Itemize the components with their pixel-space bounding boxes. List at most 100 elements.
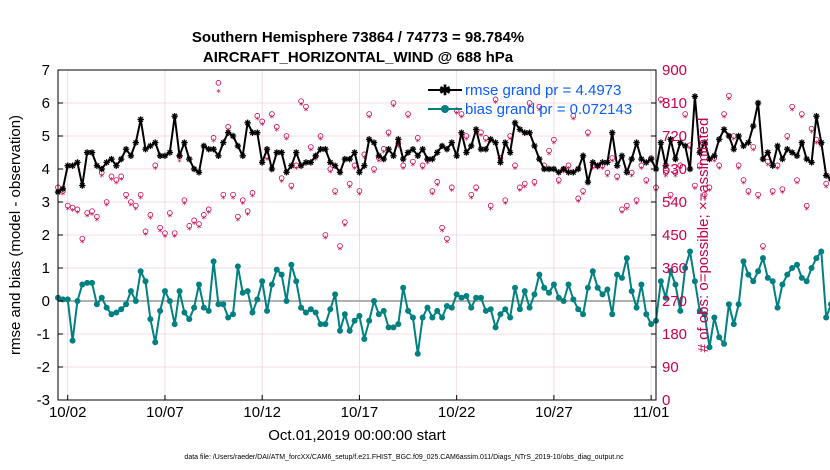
obs-possible-point bbox=[555, 177, 562, 183]
rmse-point bbox=[482, 146, 490, 153]
obs-possible-point bbox=[225, 124, 231, 130]
bias-point bbox=[657, 278, 664, 285]
obs-possible-point bbox=[565, 162, 572, 169]
obs-assimilated-point: * bbox=[469, 195, 474, 205]
obs-assimilated-point: * bbox=[537, 107, 542, 117]
obs-assimilated-point: * bbox=[221, 195, 226, 205]
obs-assimilated-point: * bbox=[591, 166, 596, 176]
left-tick-label-0: -3 bbox=[37, 392, 50, 409]
rmse-point bbox=[443, 146, 451, 153]
bias-point bbox=[336, 327, 343, 334]
rmse-point bbox=[604, 159, 611, 166]
bias-point bbox=[618, 274, 625, 281]
rmse-point bbox=[429, 155, 436, 163]
rmse-point bbox=[759, 155, 767, 163]
obs-possible-point bbox=[128, 199, 134, 205]
rmse-point bbox=[79, 182, 86, 189]
obs-assimilated-point: * bbox=[309, 147, 314, 157]
rmse-point bbox=[502, 139, 509, 146]
obs-possible-point bbox=[638, 162, 645, 169]
obs-possible-point bbox=[342, 219, 348, 225]
obs-possible-point bbox=[137, 191, 144, 198]
bias-point bbox=[682, 265, 689, 271]
obs-assimilated-point: * bbox=[90, 211, 95, 221]
obs-assimilated-point: * bbox=[411, 162, 416, 172]
obs-possible-point bbox=[74, 206, 81, 213]
bias-point bbox=[706, 344, 713, 351]
obs-possible-point bbox=[769, 188, 776, 194]
bias-point bbox=[166, 298, 173, 304]
obs-assimilated-point: * bbox=[698, 166, 703, 176]
obs-possible-point bbox=[609, 155, 616, 161]
rmse-point bbox=[784, 146, 791, 153]
rmse-point bbox=[754, 99, 762, 107]
bias-point bbox=[614, 271, 621, 278]
obs-assimilated-point: * bbox=[206, 210, 211, 220]
rmse-point bbox=[516, 126, 524, 133]
obs-possible-point bbox=[419, 162, 426, 169]
rmse-point bbox=[822, 172, 830, 179]
obs-possible-point bbox=[346, 180, 353, 187]
rmse-point bbox=[468, 142, 475, 150]
obs-assimilated-point: * bbox=[318, 136, 323, 146]
chart-title-line2: AIRCRAFT_HORIZONTAL_WIND @ 688 hPa bbox=[203, 49, 514, 66]
bias-point bbox=[745, 271, 752, 278]
obs-assimilated-point: * bbox=[80, 239, 85, 249]
rmse-point bbox=[750, 122, 757, 130]
x-tick-label-4: 10/22 bbox=[438, 404, 476, 421]
bias-point bbox=[132, 298, 139, 304]
obs-assimilated-point: * bbox=[571, 116, 576, 126]
obs-possible-point bbox=[118, 173, 125, 180]
rmse-point bbox=[404, 149, 412, 156]
obs-possible-point bbox=[298, 98, 304, 104]
obs-assimilated-point: * bbox=[809, 129, 814, 139]
rmse-point bbox=[132, 139, 139, 146]
bias-point bbox=[366, 317, 373, 324]
obs-assimilated-point: * bbox=[357, 191, 362, 201]
obs-assimilated-point: * bbox=[693, 186, 698, 196]
right-tick-label-10: 900 bbox=[662, 62, 687, 79]
obs-assimilated-point: * bbox=[615, 177, 620, 187]
bias-point bbox=[677, 307, 684, 314]
rmse-point bbox=[118, 155, 125, 163]
obs-assimilated-point: * bbox=[484, 138, 489, 148]
obs-assimilated-point: * bbox=[367, 114, 372, 124]
obs-assimilated-point: * bbox=[148, 215, 153, 225]
bias-point bbox=[589, 268, 596, 275]
rmse-point bbox=[93, 162, 101, 169]
obs-assimilated-point: * bbox=[299, 101, 304, 111]
obs-assimilated-point: * bbox=[182, 200, 187, 210]
rmse-point bbox=[375, 152, 383, 159]
bias-point bbox=[259, 278, 266, 285]
rmse-point bbox=[98, 165, 105, 173]
obs-possible-point bbox=[633, 197, 640, 203]
obs-possible-point bbox=[79, 235, 86, 242]
rmse-point bbox=[142, 146, 149, 153]
obs-possible-point bbox=[692, 182, 698, 189]
obs-assimilated-point: * bbox=[722, 114, 727, 124]
obs-possible-point bbox=[410, 158, 416, 165]
obs-possible-point bbox=[132, 202, 139, 209]
x-tick-label-1: 10/07 bbox=[146, 404, 184, 421]
bias-point bbox=[521, 288, 528, 295]
obs-possible-point bbox=[444, 235, 450, 242]
bias-point bbox=[643, 311, 650, 318]
obs-possible-point bbox=[740, 177, 747, 183]
rmse-point bbox=[584, 179, 592, 186]
obs-assimilated-point: * bbox=[328, 169, 333, 179]
obs-possible-point bbox=[390, 100, 397, 106]
obs-possible-point bbox=[273, 124, 280, 130]
bias-point bbox=[390, 324, 397, 331]
obs-possible-point bbox=[803, 202, 810, 209]
rmse-point bbox=[64, 162, 71, 169]
bias-point bbox=[813, 255, 820, 262]
rmse-point bbox=[395, 136, 402, 143]
obs-possible-point bbox=[531, 179, 538, 185]
bias-point bbox=[458, 294, 465, 301]
obs-assimilated-point: * bbox=[265, 156, 270, 166]
rmse-point bbox=[200, 142, 208, 150]
rmse-point bbox=[69, 162, 76, 169]
obs-possible-point bbox=[439, 224, 445, 231]
bias-point bbox=[127, 288, 134, 295]
